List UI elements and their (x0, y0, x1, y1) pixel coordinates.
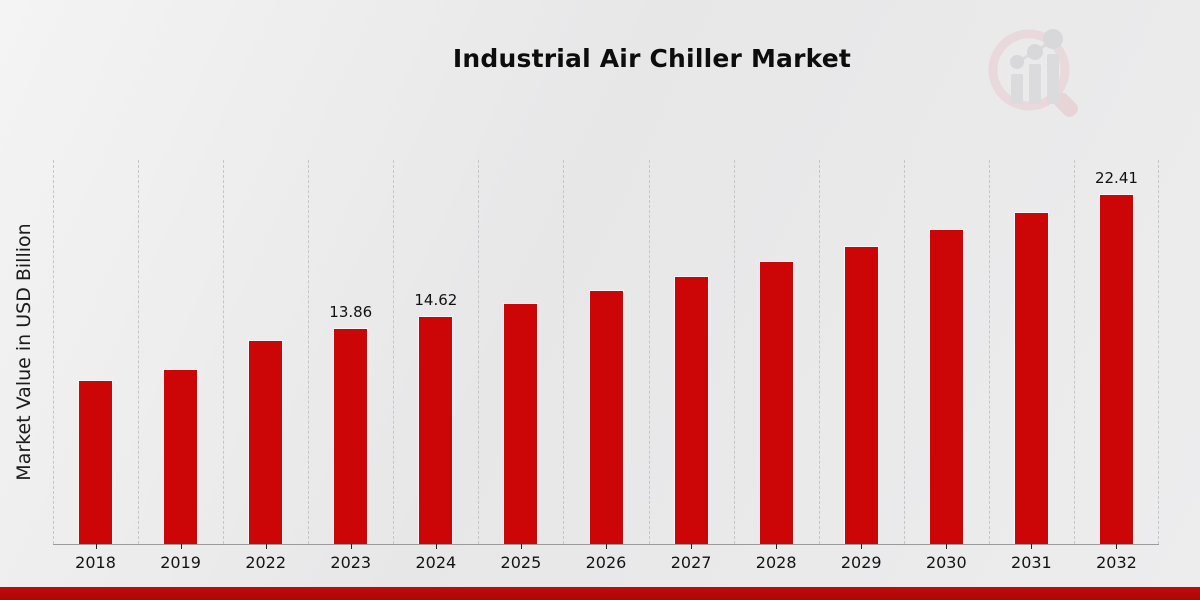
gridline (903, 160, 905, 544)
x-axis-tick (95, 544, 97, 549)
x-axis-label: 2032 (1096, 553, 1137, 572)
magnifier-bar-chart-icon (985, 26, 1085, 118)
page-title: Industrial Air Chiller Market (452, 44, 852, 73)
bar-value-label: 13.86 (329, 302, 373, 321)
y-axis-label: Market Value in USD Billion (13, 223, 35, 481)
bar-2032 (1098, 194, 1134, 544)
bar-value-label: 14.62 (414, 290, 458, 309)
gridline (733, 160, 735, 544)
gridline (1073, 160, 1075, 544)
bar-value-label: 22.41 (1094, 169, 1138, 188)
bar-2027 (673, 276, 709, 544)
gridline (393, 160, 395, 544)
gridline (223, 160, 225, 544)
x-axis-label: 2022 (245, 553, 287, 572)
x-axis-tick (691, 544, 693, 549)
bar-2028 (758, 261, 794, 544)
x-axis-label: 2028 (755, 553, 797, 572)
x-axis-tick (435, 544, 437, 549)
x-axis-tick (1031, 544, 1033, 549)
gridline (563, 160, 565, 544)
x-axis-tick (946, 544, 948, 549)
x-axis-tick (520, 544, 522, 549)
x-axis-label: 2018 (75, 553, 116, 572)
bar-2025 (503, 303, 539, 544)
bottom-red-band (0, 587, 1200, 600)
gridline (308, 160, 310, 544)
x-axis-tick (265, 544, 267, 549)
x-axis-tick (350, 544, 352, 549)
bar-2019 (163, 369, 199, 544)
x-axis-label: 2023 (330, 553, 372, 572)
x-axis-tick (606, 544, 607, 549)
x-axis-label: 2026 (585, 553, 627, 572)
bar-2030 (928, 229, 964, 544)
x-axis-label: 2031 (1011, 553, 1052, 572)
x-axis-label: 2030 (925, 553, 967, 572)
gridline (818, 160, 820, 544)
x-axis-label: 2024 (415, 553, 457, 572)
bar-2031 (1013, 212, 1049, 544)
bar-2029 (843, 245, 879, 544)
gridline (478, 160, 480, 544)
bar-2023 (333, 327, 369, 544)
x-axis-tick (861, 544, 863, 549)
bar-2022 (248, 339, 284, 544)
x-axis-label: 2019 (160, 553, 201, 572)
bar-2024 (418, 315, 454, 544)
gridline (1158, 160, 1159, 544)
x-axis-label: 2029 (840, 553, 882, 572)
x-axis-label: 2027 (670, 553, 712, 572)
x-axis-tick (776, 544, 778, 549)
gridline (988, 160, 990, 544)
x-axis-label: 2025 (500, 553, 542, 572)
gridline (648, 160, 650, 544)
plot-area: 2018 2019 2022 13.86 2023 14.62 2024 2025 2026 20… (53, 160, 1159, 572)
x-axis-tick (180, 544, 182, 549)
gridline (53, 160, 54, 544)
bar-2018 (78, 380, 114, 544)
gridline (138, 160, 140, 544)
x-axis-tick (1116, 544, 1118, 549)
bar-2026 (588, 290, 624, 544)
